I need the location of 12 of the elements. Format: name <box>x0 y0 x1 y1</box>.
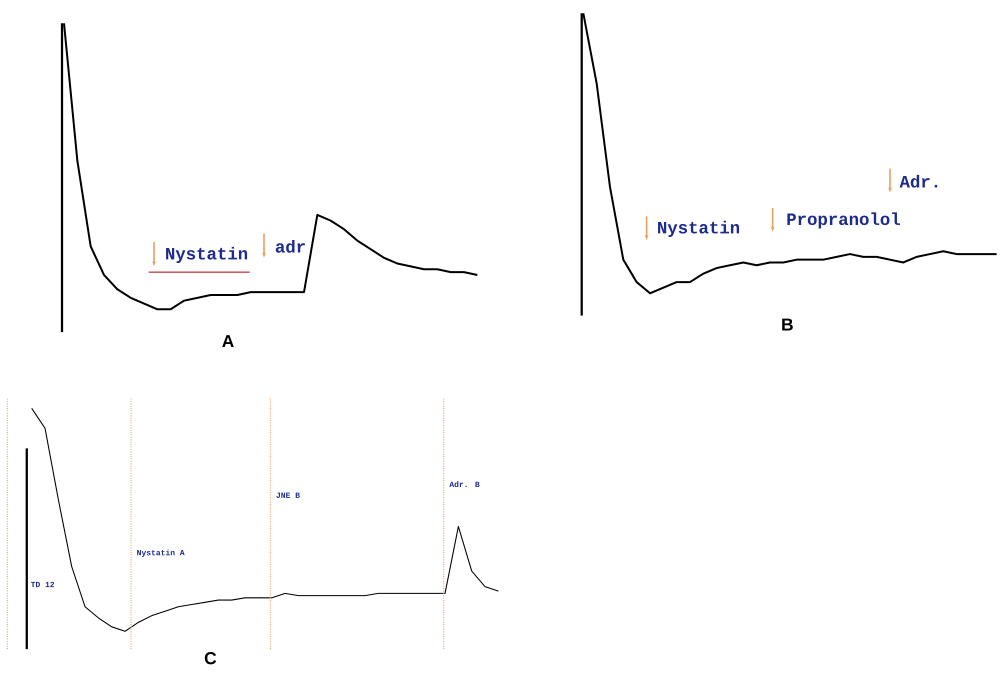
text: C <box>204 652 216 664</box>
annotation: Nystatin A <box>137 549 185 557</box>
annotation: Nystatin <box>166 246 248 264</box>
annotation: Adr. B <box>449 481 480 488</box>
text: B <box>782 318 793 331</box>
annotation: TD 12 <box>30 582 54 588</box>
annotation: Nystatin <box>658 220 740 237</box>
text: A <box>222 335 234 348</box>
annotation: adr <box>276 240 305 253</box>
annotation: Adr. <box>900 174 938 188</box>
annotation: Propranolol <box>787 212 900 229</box>
annotation: JNE B <box>276 492 300 498</box>
